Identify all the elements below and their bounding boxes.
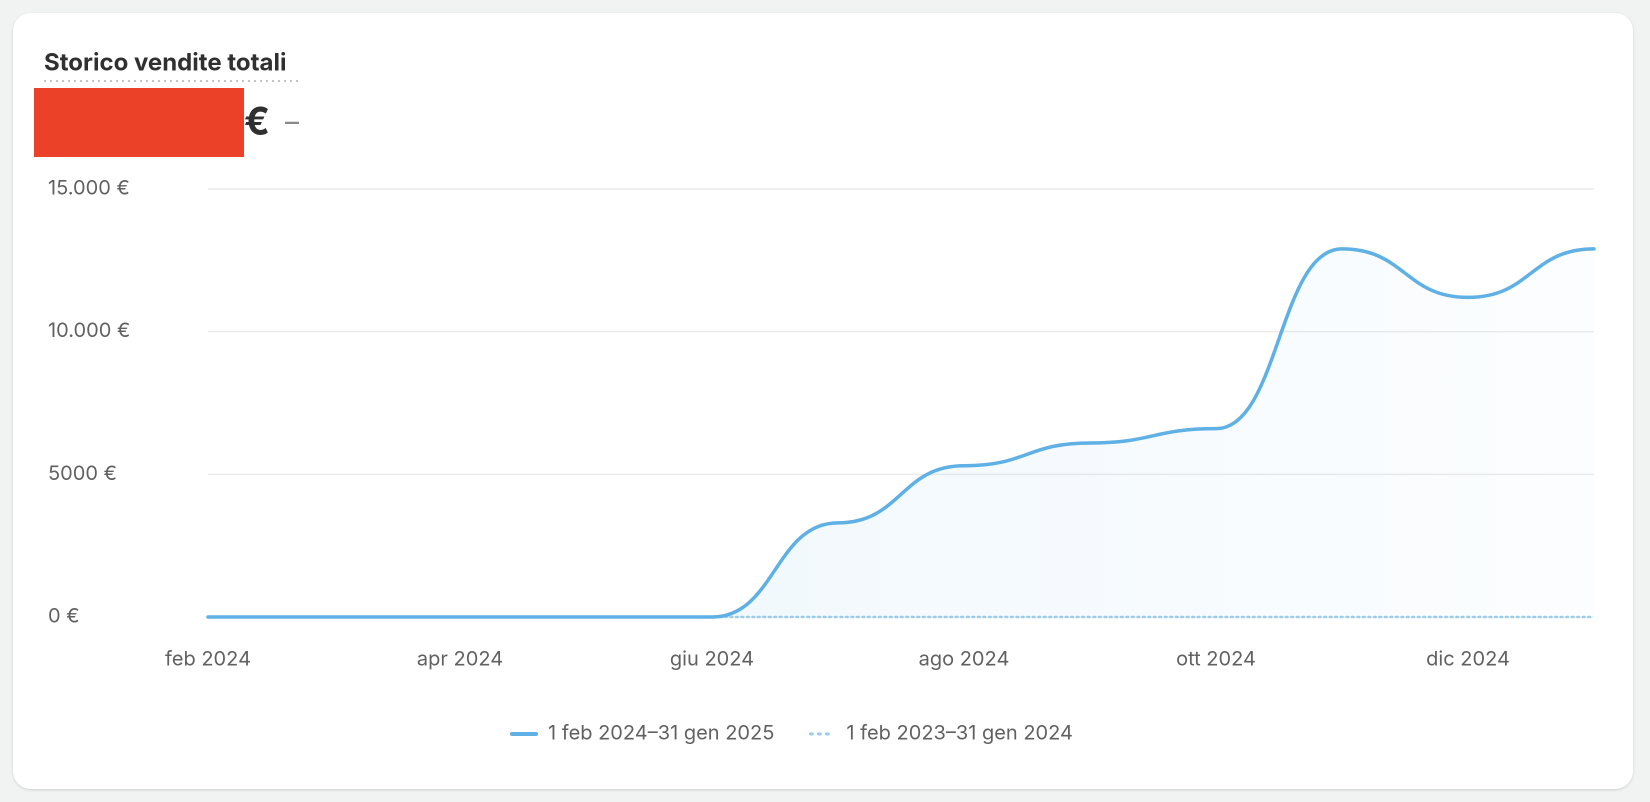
total-value: € — [244, 98, 270, 144]
y-tick-label: 0 € — [48, 603, 80, 627]
y-tick-label: 15.000 € — [48, 175, 130, 199]
plot: 0 € 5000 € 10.000 € 15.000 € feb 2024 apr 202… — [48, 175, 1596, 744]
x-tick-label: feb 2024 — [165, 646, 251, 670]
change-indicator: – — [285, 105, 299, 139]
x-tick-label: dic 2024 — [1426, 646, 1510, 670]
legend-label[interactable]: 1 feb 2024–31 gen 2025 — [548, 720, 774, 744]
redaction — [34, 88, 244, 157]
x-tick-label: ott 2024 — [1176, 646, 1256, 670]
line — [206, 247, 1596, 619]
area — [208, 248, 1594, 618]
y-tick-label: 5000 € — [48, 461, 117, 485]
x-tick-label: apr 2024 — [417, 646, 503, 670]
y-tick-label: 10.000 € — [48, 318, 130, 342]
x-tick-label: giu 2024 — [670, 646, 754, 670]
x-tick-label: ago 2024 — [919, 646, 1010, 670]
card-title[interactable]: Storico vendite totali — [44, 48, 286, 77]
legend-label[interactable]: 1 feb 2023–31 gen 2024 — [846, 720, 1073, 744]
